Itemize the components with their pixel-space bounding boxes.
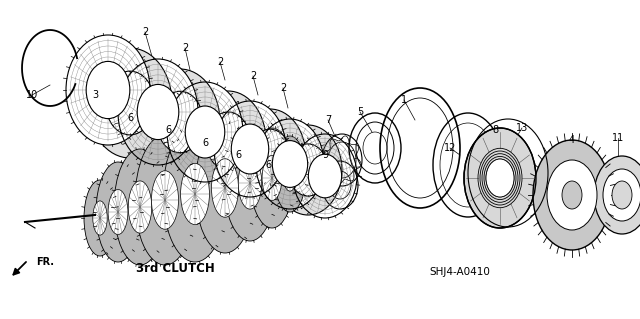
Ellipse shape xyxy=(128,181,152,233)
Text: 5: 5 xyxy=(357,107,363,117)
Ellipse shape xyxy=(114,149,166,265)
Ellipse shape xyxy=(308,154,342,198)
Ellipse shape xyxy=(195,123,255,253)
Ellipse shape xyxy=(108,189,128,234)
Ellipse shape xyxy=(283,157,297,191)
Ellipse shape xyxy=(106,71,154,135)
Text: 12: 12 xyxy=(444,143,456,153)
Ellipse shape xyxy=(88,48,172,158)
Ellipse shape xyxy=(238,157,262,209)
Ellipse shape xyxy=(152,171,179,229)
Ellipse shape xyxy=(250,128,294,228)
Text: 8: 8 xyxy=(492,125,498,135)
Ellipse shape xyxy=(293,134,357,218)
Text: 11: 11 xyxy=(612,133,624,143)
Ellipse shape xyxy=(180,163,209,225)
Text: 2: 2 xyxy=(182,43,188,53)
Ellipse shape xyxy=(288,144,328,196)
Text: 10: 10 xyxy=(26,90,38,100)
Ellipse shape xyxy=(234,109,306,205)
Ellipse shape xyxy=(274,136,306,212)
Text: 4: 4 xyxy=(569,135,575,145)
Text: 13: 13 xyxy=(516,123,528,133)
Text: 3: 3 xyxy=(92,90,98,100)
Ellipse shape xyxy=(256,119,324,209)
Ellipse shape xyxy=(190,91,266,191)
Text: 6: 6 xyxy=(127,113,133,123)
Ellipse shape xyxy=(211,159,239,217)
Ellipse shape xyxy=(167,82,243,182)
Ellipse shape xyxy=(84,180,116,256)
Text: 2: 2 xyxy=(217,57,223,67)
Ellipse shape xyxy=(163,126,227,262)
Ellipse shape xyxy=(562,181,582,209)
Text: 6: 6 xyxy=(165,125,171,135)
Ellipse shape xyxy=(262,155,282,201)
Ellipse shape xyxy=(464,128,536,228)
Text: SHJ4-A0410: SHJ4-A0410 xyxy=(429,267,490,277)
Ellipse shape xyxy=(135,135,195,265)
Text: 1: 1 xyxy=(401,95,407,105)
Text: 2: 2 xyxy=(250,71,256,81)
Ellipse shape xyxy=(486,159,514,197)
Ellipse shape xyxy=(274,125,342,215)
Text: 3rd CLUTCH: 3rd CLUTCH xyxy=(136,262,214,275)
Ellipse shape xyxy=(594,156,640,234)
Ellipse shape xyxy=(93,201,108,235)
Ellipse shape xyxy=(547,160,597,230)
Ellipse shape xyxy=(603,169,640,221)
Ellipse shape xyxy=(533,140,611,250)
Ellipse shape xyxy=(206,112,250,170)
Text: 6: 6 xyxy=(235,150,241,160)
Text: 9: 9 xyxy=(322,150,328,160)
Ellipse shape xyxy=(185,106,225,158)
Text: 7: 7 xyxy=(325,115,331,125)
Ellipse shape xyxy=(118,59,198,165)
Ellipse shape xyxy=(157,91,204,153)
Ellipse shape xyxy=(140,69,220,175)
Ellipse shape xyxy=(612,181,632,209)
Text: 6: 6 xyxy=(265,160,271,170)
Ellipse shape xyxy=(96,162,140,262)
Text: 2: 2 xyxy=(142,27,148,37)
Ellipse shape xyxy=(273,141,308,187)
Ellipse shape xyxy=(224,125,276,241)
Text: 6: 6 xyxy=(202,138,208,148)
Ellipse shape xyxy=(86,61,130,119)
Ellipse shape xyxy=(66,35,150,145)
Ellipse shape xyxy=(249,129,291,185)
Text: 2: 2 xyxy=(280,83,286,93)
Ellipse shape xyxy=(231,124,269,174)
Ellipse shape xyxy=(214,101,286,197)
Ellipse shape xyxy=(137,85,179,139)
Text: FR.: FR. xyxy=(36,257,54,267)
